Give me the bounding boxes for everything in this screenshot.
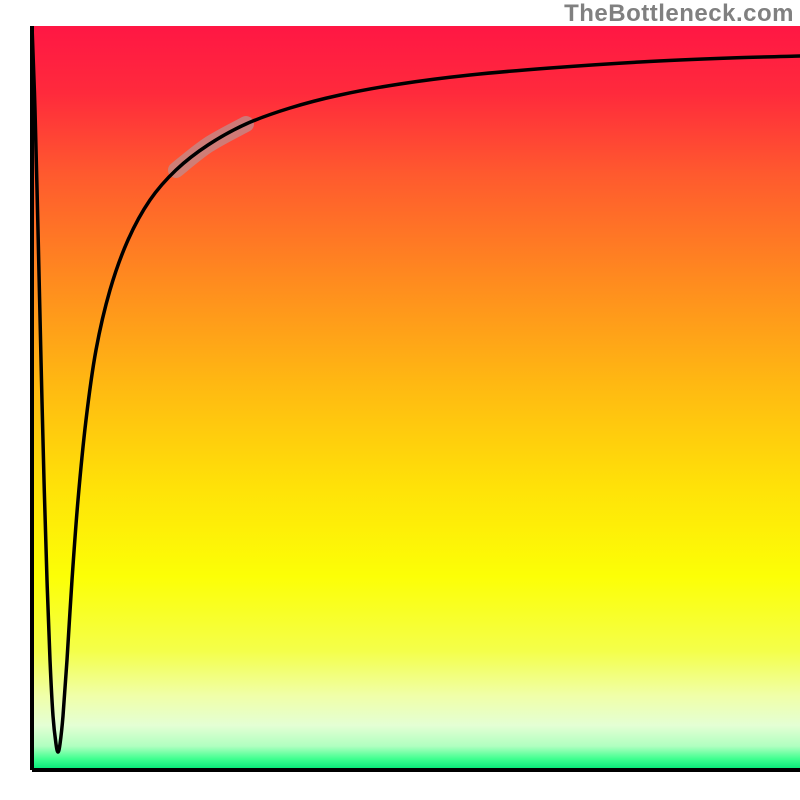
- gradient-background: [32, 26, 800, 770]
- bottleneck-chart: [0, 0, 800, 800]
- chart-container: TheBottleneck.com: [0, 0, 800, 800]
- watermark-text: TheBottleneck.com: [564, 0, 794, 28]
